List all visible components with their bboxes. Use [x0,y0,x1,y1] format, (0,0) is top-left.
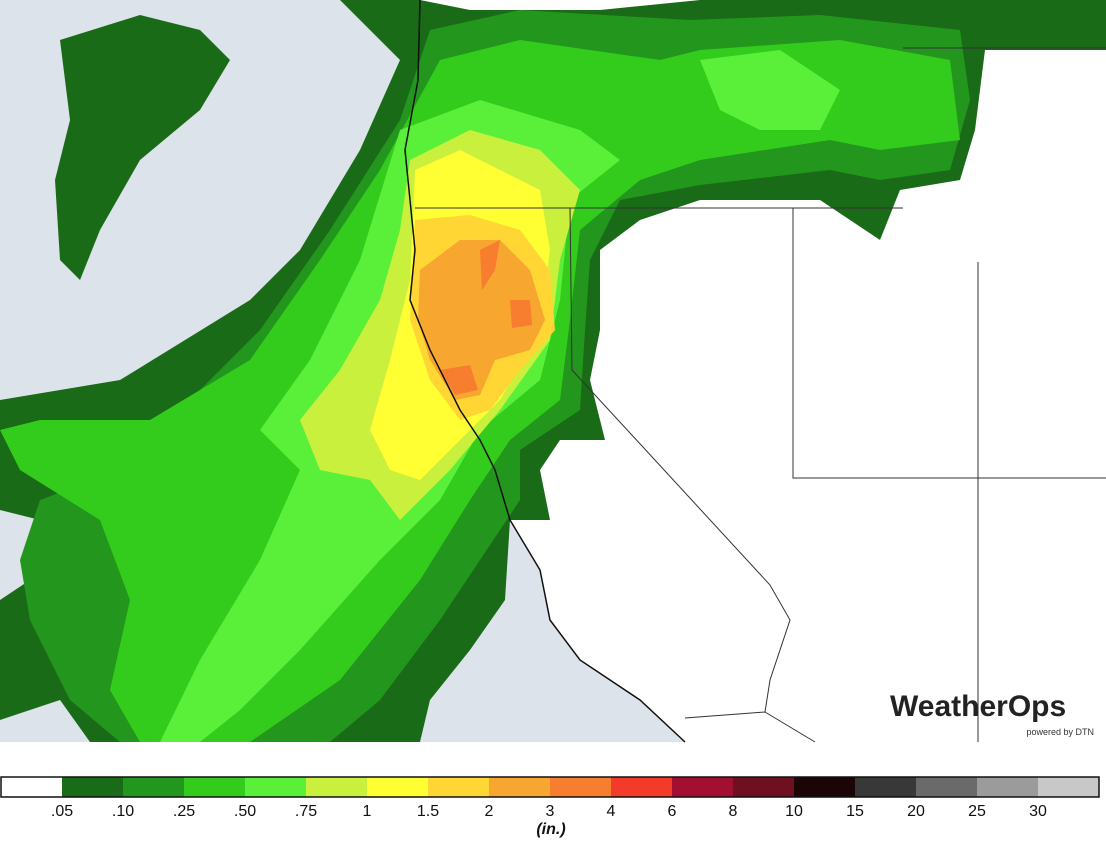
precip-4c [440,365,478,395]
legend-swatch [916,777,978,797]
legend-swatch [1,777,63,797]
logo: WeatherOps powered by DTN [890,690,1094,737]
legend-label: 10 [785,803,803,820]
borders [415,47,1106,743]
precip-010-island [55,15,230,280]
legend-label: 1 [363,803,372,820]
legend-label: .05 [51,803,73,820]
precip-4a [480,240,500,290]
legend-label: .10 [112,803,134,820]
coastline [404,0,686,743]
legend-label: 4 [607,803,616,820]
legend-label: 8 [729,803,738,820]
precip-075 [700,50,840,130]
legend-swatch [794,777,856,797]
precip-4b [510,300,532,328]
precip-3 [418,240,545,400]
legend-swatch [62,777,124,797]
legend-swatch [611,777,673,797]
legend-label: 3 [546,803,555,820]
legend-label: 15 [846,803,864,820]
legend-frame [0,776,1100,798]
legend-swatch [367,777,429,797]
legend-label: 6 [668,803,677,820]
map [0,0,1106,743]
legend-swatch [428,777,490,797]
legend-swatch [306,777,368,797]
legend-swatch [733,777,795,797]
legend-swatch [1038,777,1100,797]
legend-label: 30 [1029,803,1047,820]
legend-label: 1.5 [417,803,439,820]
logo-brand: WeatherOps [890,690,1066,723]
legend-label: 20 [907,803,925,820]
legend-swatch [550,777,612,797]
legend-label: .50 [234,803,256,820]
legend-swatch [672,777,734,797]
legend-swatch [489,777,551,797]
legend-unit: (in.) [536,821,565,838]
logo-tagline: powered by DTN [1026,727,1094,737]
legend-label: 25 [968,803,986,820]
legend-swatch [184,777,246,797]
legend-swatch [855,777,917,797]
legend-swatch [123,777,185,797]
legend-swatch [245,777,307,797]
legend-swatch [977,777,1039,797]
legend-label: 2 [485,803,494,820]
legend-label: .75 [295,803,317,820]
legend-label: .25 [173,803,195,820]
legend: (in.) .05 .10 .25 .50 .75 1 1.5 2 3 4 6 8 10 15 20 25 30 [0,776,1100,838]
